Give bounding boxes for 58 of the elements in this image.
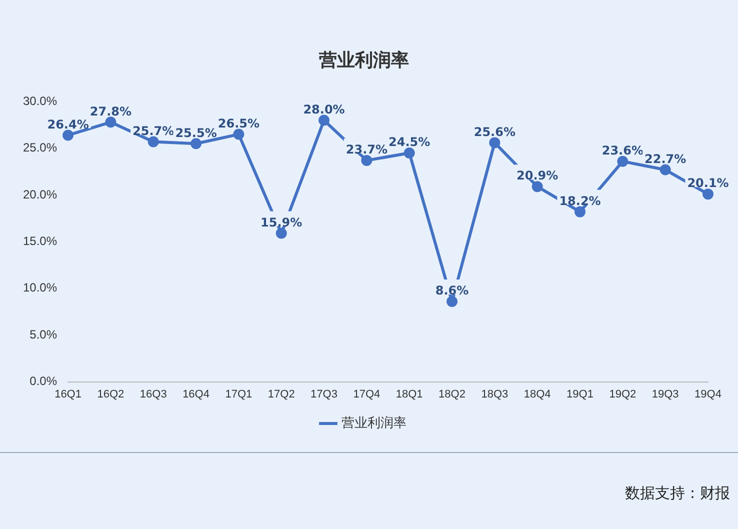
x-tick-label: 16Q1 [54,388,82,400]
chart-title: 营业利润率 [318,50,409,70]
y-tick-label: 15.0% [22,234,58,248]
x-tick-label: 17Q1 [225,388,252,400]
data-label: 22.7% [644,152,686,166]
point [532,181,543,192]
point [190,138,202,150]
x-tick-label: 16Q4 [182,388,210,400]
data-label: 24.5% [388,135,430,150]
data-label: 23.6% [602,144,644,158]
point [617,156,628,167]
data-label: 20.1% [687,176,729,190]
data-label: 25.6% [474,124,516,139]
y-tick-label: 10.0% [22,280,58,295]
y-tick-label: 0.0% [30,374,58,388]
data-label: 20.9% [516,168,558,183]
data-label: 26.5% [218,116,260,130]
data-label: 27.8% [90,104,132,118]
data-label: 15.9% [260,215,302,230]
data-label: 18.2% [559,194,601,208]
data-label: 8.6% [435,284,469,298]
x-tick-label: 19Q2 [609,388,636,400]
point [489,137,500,148]
data-label: 25.7% [132,124,174,138]
point [574,206,586,218]
y-tick-label: 30.0% [22,94,58,108]
legend-label: 营业利润率 [341,415,406,430]
text: 数据支持：财报 [625,484,730,503]
data-label: 28.0% [303,102,345,116]
data-label: 26.4% [47,117,89,132]
x-tick-label: 19Q4 [694,388,722,400]
x-tick-label: 17Q2 [268,388,295,400]
point [62,130,74,141]
y-tick-label: 25.0% [22,140,58,155]
point [105,116,116,128]
x-tick-label: 17Q3 [310,388,338,400]
x-tick-label: 18Q4 [524,388,551,400]
data-label: 25.5% [175,126,217,140]
point [233,128,244,140]
x-tick-label: 17Q4 [353,388,380,400]
x-tick-label: 19Q1 [566,388,594,400]
point [148,136,159,148]
point [361,154,372,166]
point [446,296,458,307]
x-tick-label: 19Q3 [652,388,679,400]
point [702,188,714,200]
point [276,228,287,239]
x-tick-label: 16Q3 [140,388,167,400]
y-tick-label: 20.0% [22,187,58,202]
x-tick-label: 16Q2 [97,388,124,400]
x-tick-label: 18Q2 [438,388,466,400]
x-tick-label: 18Q3 [481,388,508,400]
point [660,164,671,176]
x-tick-label: 18Q1 [396,388,423,400]
point [404,147,415,158]
point [318,114,330,126]
y-tick-label: 5.0% [30,327,58,342]
data-label: 23.7% [346,142,388,157]
